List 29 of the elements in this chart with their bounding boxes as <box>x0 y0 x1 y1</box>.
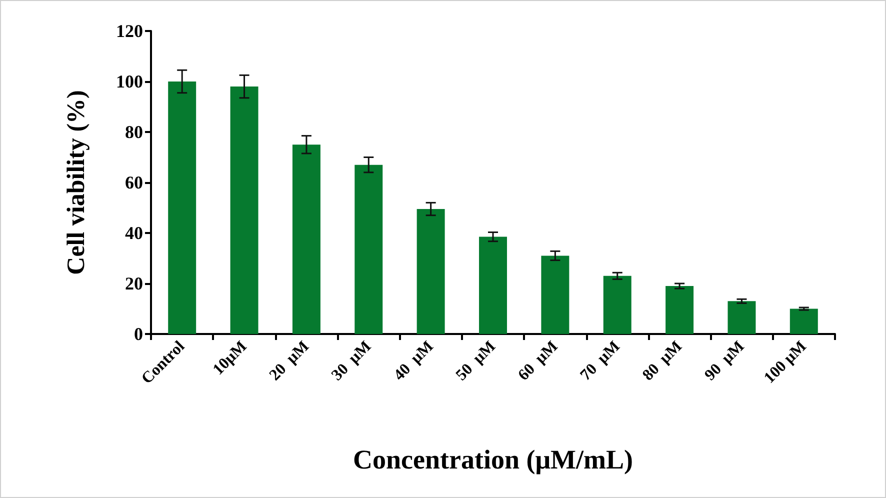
y-tick-label: 20 <box>125 274 143 294</box>
y-tick-label: 60 <box>125 172 143 192</box>
bar <box>292 144 320 334</box>
bar <box>416 209 445 334</box>
bar <box>603 276 632 334</box>
x-tick-label: 20 μM <box>266 338 312 384</box>
x-tick-label: 100 μM <box>761 338 810 387</box>
x-tick-label: 70 μM <box>577 338 624 384</box>
y-tick-label: 80 <box>125 122 143 142</box>
bar <box>168 82 196 334</box>
x-axis-title: Concentration (μM/mL) <box>352 444 634 474</box>
bar <box>790 308 818 334</box>
y-tick-label: 40 <box>125 223 143 243</box>
x-tick-label: 40 μM <box>390 338 437 384</box>
bar <box>479 236 507 334</box>
bar <box>666 286 694 334</box>
bar <box>728 301 756 334</box>
bar <box>230 86 258 334</box>
bar <box>354 164 383 334</box>
x-tick-label: 60 μM <box>515 338 562 384</box>
y-tick-label: 0 <box>134 324 143 344</box>
x-tick-label: 90 μM <box>702 338 748 384</box>
x-tick-label: 30 μM <box>328 338 375 384</box>
x-tick-label: 80 μM <box>640 338 686 384</box>
bar <box>541 256 570 334</box>
y-tick-label: 120 <box>116 21 143 41</box>
y-tick-label: 100 <box>116 72 143 92</box>
x-tick-label: 50 μM <box>452 338 500 384</box>
y-axis-title: Cell viability (%) <box>63 90 90 275</box>
